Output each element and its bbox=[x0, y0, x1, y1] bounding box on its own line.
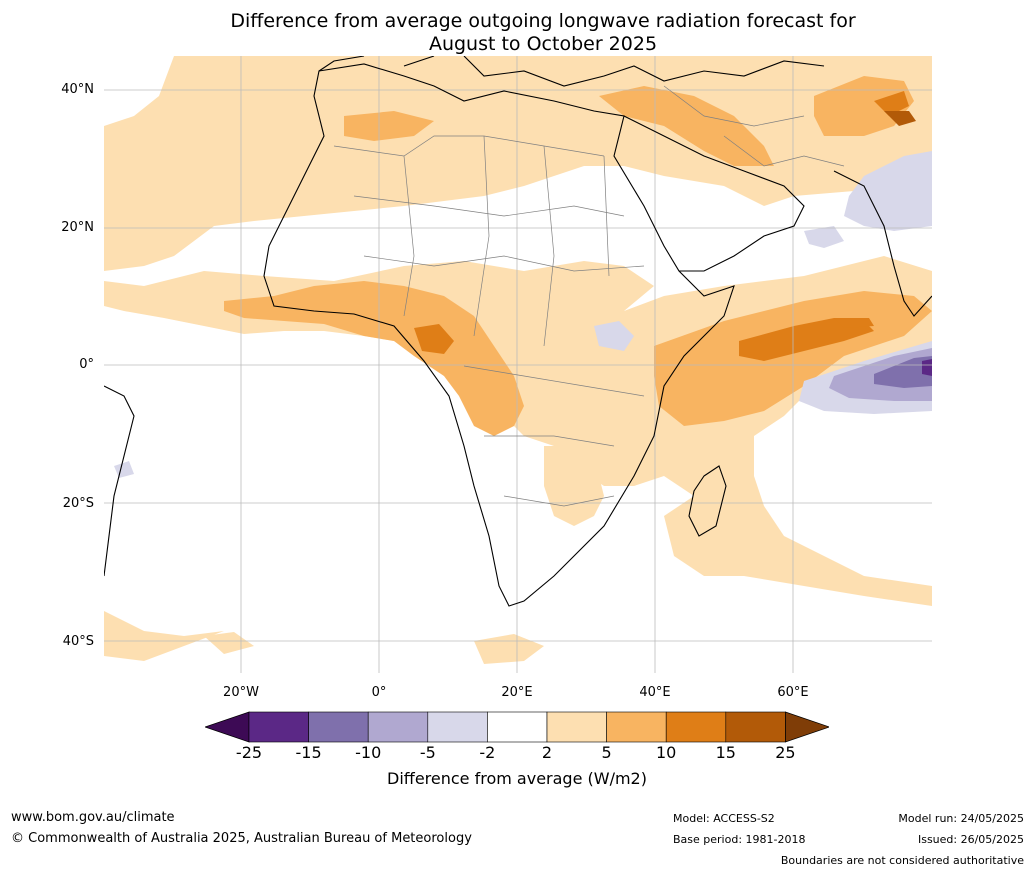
colorbar-segment bbox=[665, 711, 727, 743]
colorbar-segment bbox=[367, 711, 429, 743]
footer-copyright: © Commonwealth of Australia 2025, Austra… bbox=[11, 831, 472, 846]
anomaly-10-15 bbox=[414, 91, 909, 361]
colorbar-tick-label: 15 bbox=[715, 743, 736, 762]
colorbar-segment bbox=[606, 711, 667, 743]
colorbar-segment bbox=[308, 711, 369, 743]
footer-model-run: Model run: 24/05/2025 bbox=[898, 812, 1024, 825]
anomaly-15-25 bbox=[884, 111, 916, 126]
colorbar-extend-low bbox=[205, 711, 250, 743]
colorbar-segment bbox=[546, 711, 607, 743]
coastlines bbox=[104, 56, 932, 607]
colorbar-tick-label: 5 bbox=[601, 743, 612, 762]
colorbar-extend-high bbox=[785, 711, 829, 743]
colorbar-label: Difference from average (W/m2) bbox=[387, 769, 647, 788]
footer-issued: Issued: 26/05/2025 bbox=[917, 833, 1024, 846]
footer-base-period: Base period: 1981-2018 bbox=[673, 833, 806, 846]
colorbar-tick-label: -10 bbox=[355, 743, 382, 762]
footer-model: Model: ACCESS-S2 bbox=[673, 812, 775, 825]
europe-coastline bbox=[318, 56, 825, 87]
country-borders bbox=[333, 85, 845, 507]
map-title: Difference from average outgoing longwav… bbox=[0, 10, 1035, 56]
colorbar-segment bbox=[248, 711, 309, 743]
lon-label-0: 0° bbox=[371, 685, 387, 700]
lon-label-20w: 20°W bbox=[223, 685, 259, 700]
lat-label-0: 0° bbox=[79, 357, 94, 372]
colorbar-segment bbox=[487, 711, 548, 743]
colorbar-segment bbox=[725, 711, 786, 743]
lat-label-20n: 20°N bbox=[61, 220, 94, 235]
olr-anomaly-map bbox=[104, 56, 932, 673]
lat-label-40n: 40°N bbox=[61, 82, 94, 97]
lon-label-40e: 40°E bbox=[639, 685, 671, 700]
title-line-2: August to October 2025 bbox=[428, 33, 658, 55]
lon-label-60e: 60°E bbox=[777, 685, 809, 700]
colorbar-tick-label: 25 bbox=[775, 743, 796, 762]
title-line-1: Difference from average outgoing longwav… bbox=[230, 10, 856, 32]
anomaly-neg-10-15 bbox=[874, 356, 932, 388]
graticule bbox=[104, 56, 932, 673]
arabia-coastline bbox=[623, 115, 805, 272]
colorbar-segment bbox=[427, 711, 488, 743]
lat-label-40s: 40°S bbox=[62, 634, 94, 649]
lat-label-20s: 20°S bbox=[62, 496, 94, 511]
colorbar-tick-label: -2 bbox=[479, 743, 496, 762]
africa-coastline bbox=[263, 63, 735, 607]
south-america-coastline bbox=[104, 385, 135, 577]
colorbar-tick-label: -15 bbox=[295, 743, 322, 762]
anomaly-neg-15-25 bbox=[922, 359, 932, 376]
colorbar-tick-label: 2 bbox=[541, 743, 553, 762]
india-coastline bbox=[833, 170, 932, 317]
footer-disclaimer: Boundaries are not considered authoritat… bbox=[780, 854, 1024, 867]
madagascar-coastline bbox=[688, 465, 727, 537]
footer-website: www.bom.gov.au/climate bbox=[11, 810, 175, 825]
colorbar-tick-label: 10 bbox=[656, 743, 677, 762]
colorbar-tick-label: -25 bbox=[235, 743, 263, 762]
colorbar-tick-label: -5 bbox=[419, 743, 436, 762]
lon-label-20e: 20°E bbox=[501, 685, 533, 700]
map-panel bbox=[104, 56, 932, 673]
colorbar bbox=[205, 711, 829, 743]
